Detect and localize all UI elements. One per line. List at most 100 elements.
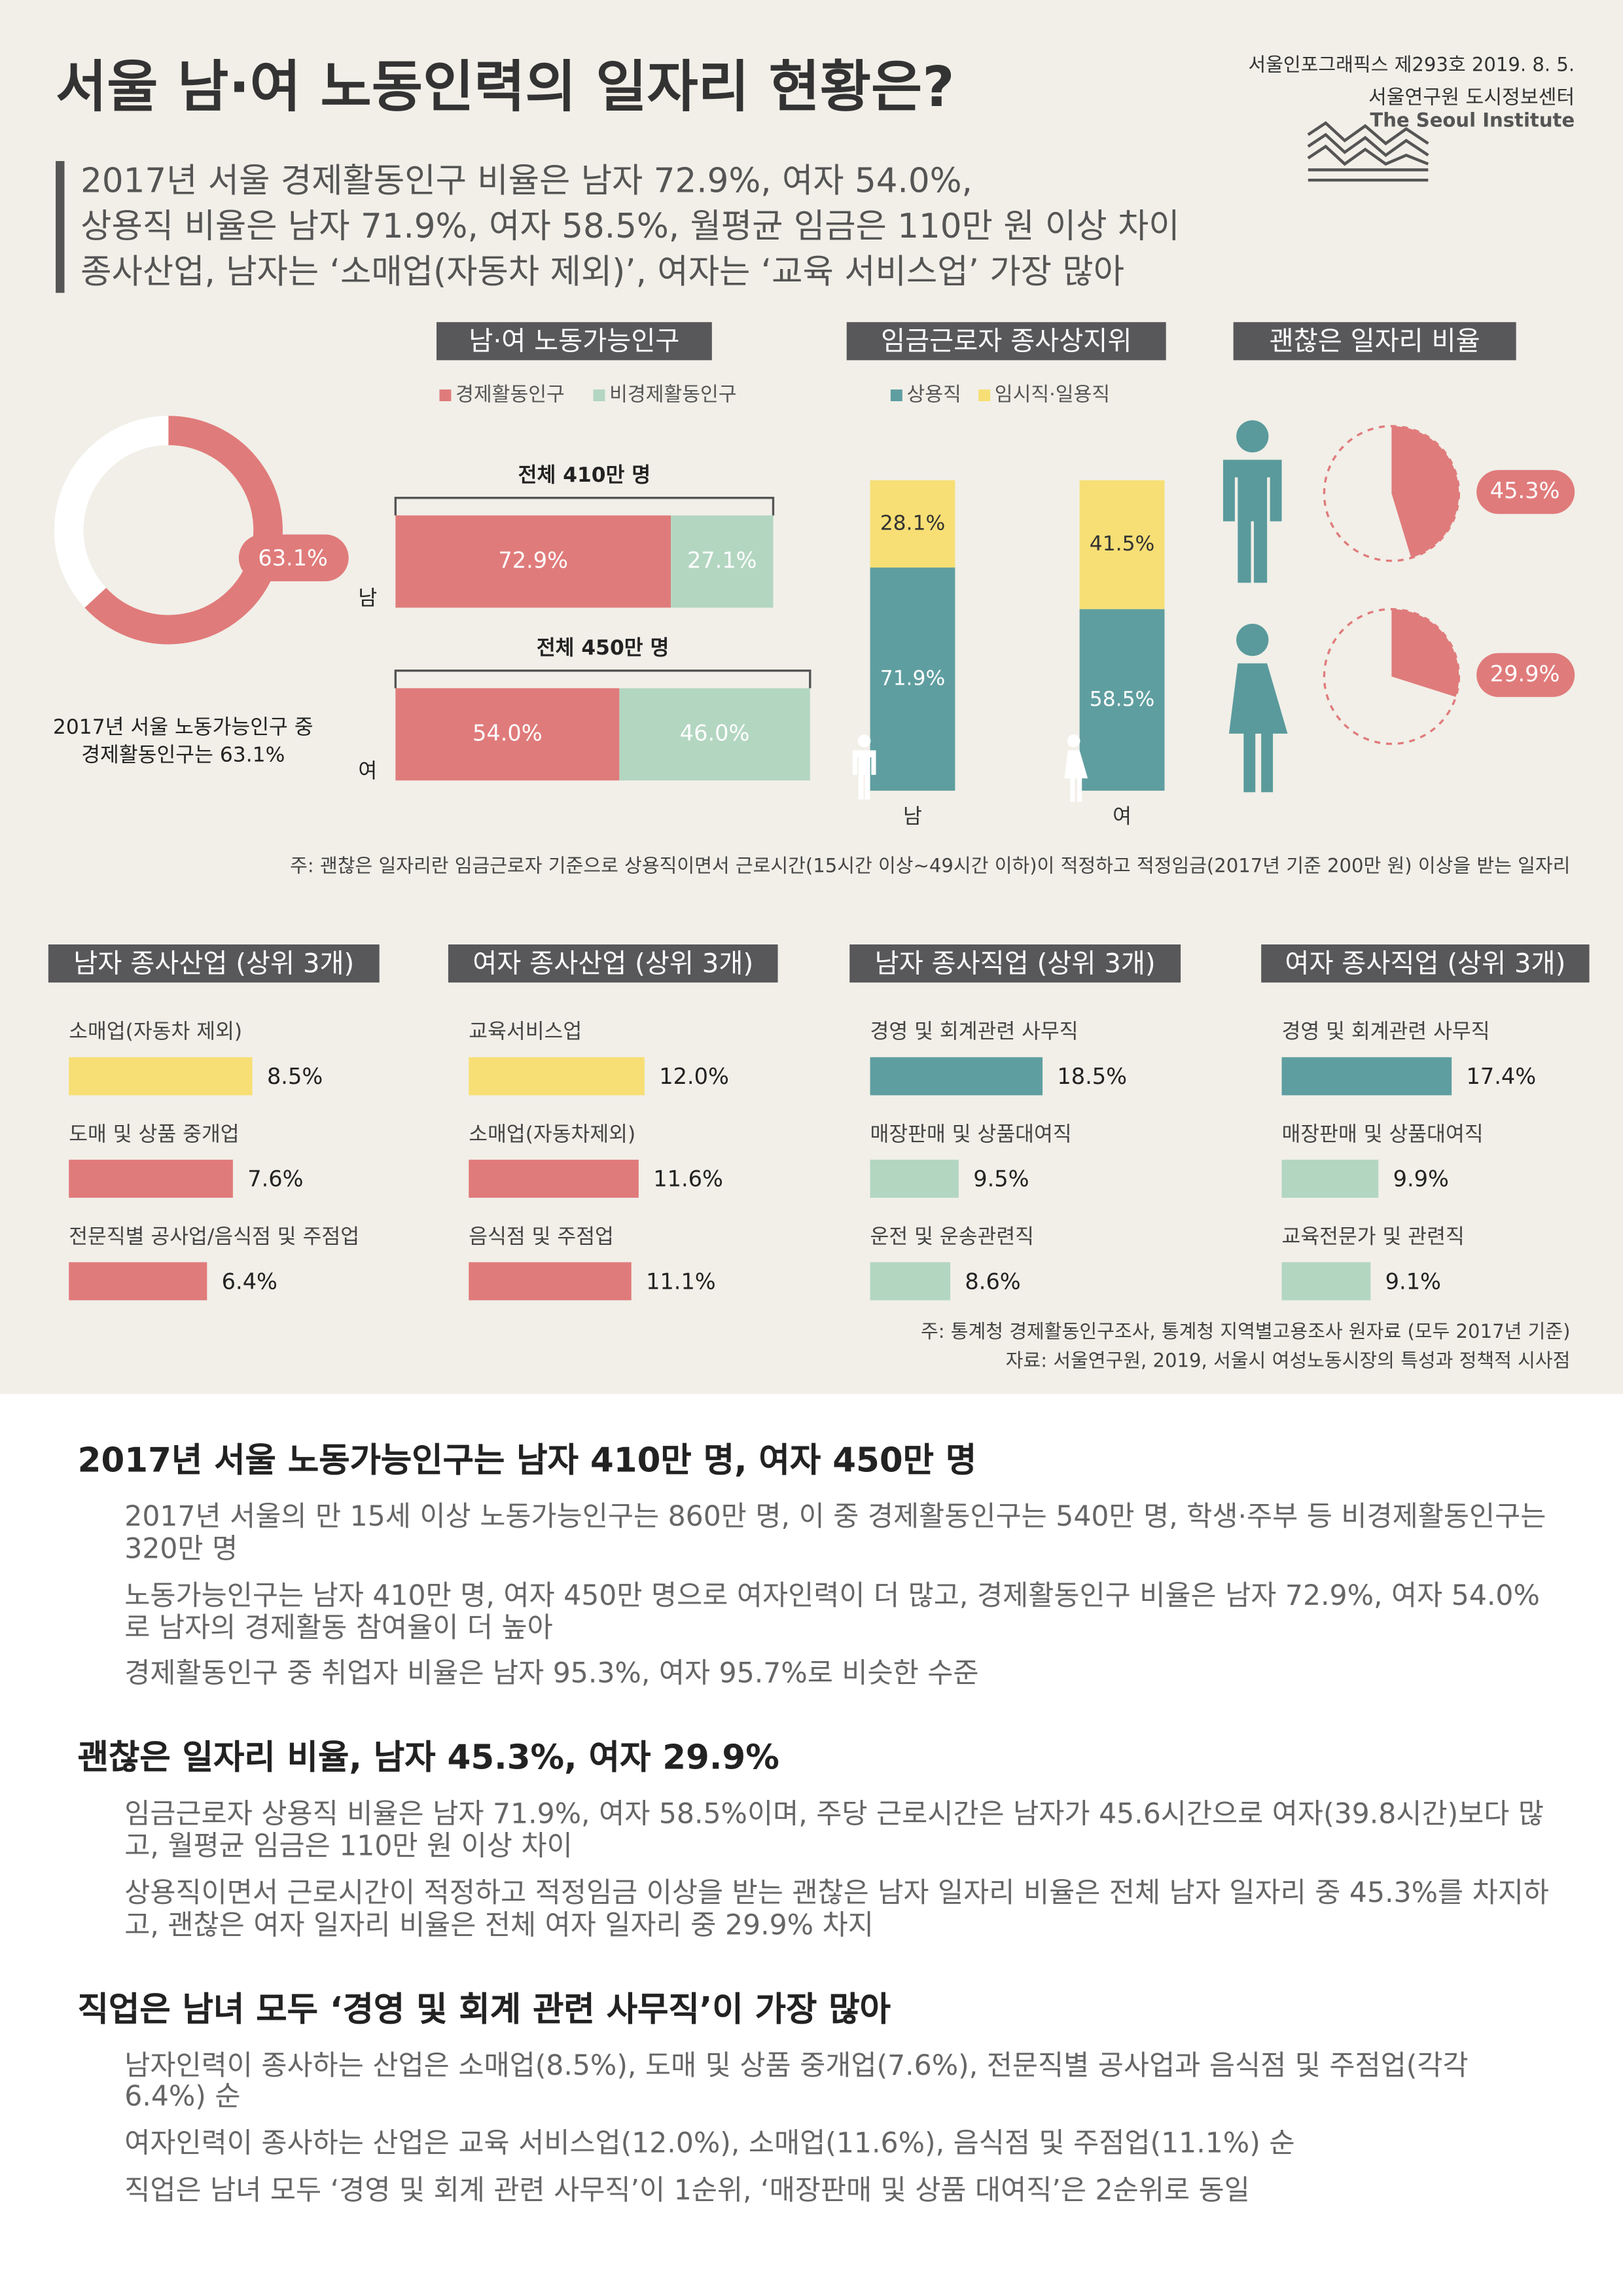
bar-value-label: 46.0% (680, 720, 750, 745)
bar-segment (619, 688, 810, 781)
section-bullet: 임금근로자 상용직 비율은 남자 71.9%, 여자 58.5%이며, 주당 근… (124, 1798, 1544, 1863)
logo (1307, 121, 1429, 182)
summary-line: 상용직 비율은 남자 71.9%, 여자 58.5%, 월평균 임금은 110만… (80, 207, 1180, 246)
woman-icon (1067, 734, 1080, 747)
bar-category-label: 음식점 및 주점업 (469, 1225, 614, 1248)
note: 주: 괜찮은 일자리란 임금근로자 기준으로 상용직이면서 근로시간(15시간 … (290, 854, 1570, 876)
bar-value-label: 71.9% (880, 667, 946, 691)
section-title: 괜찮은 일자리 비율 (1270, 327, 1480, 357)
category-label: 남 (358, 586, 377, 610)
legend-label: 상용직 (907, 384, 961, 406)
bar-value-label: 17.4% (1467, 1064, 1537, 1089)
donut-caption: 2017년 서울 노동가능인구 중 (53, 715, 313, 739)
section-title-box (1233, 322, 1516, 361)
bar (69, 1159, 233, 1198)
bar-category-label: 소매업(자동차 제외) (69, 1020, 242, 1043)
sections: 2017년 서울 노동가능인구는 남자 410만 명, 여자 450만 명 201… (78, 1432, 1558, 2246)
bar-value-label: 27.1% (687, 547, 757, 573)
bar-value-label: 9.9% (1393, 1166, 1449, 1192)
bar-value-label: 12.0% (659, 1064, 729, 1089)
section-title-box (448, 944, 778, 983)
category-label: 남 (903, 804, 922, 828)
bar-value-label: 72.9% (498, 547, 568, 573)
pie-label-pill (1476, 470, 1575, 514)
section-title-box (1261, 944, 1590, 983)
section: 2017년 서울 노동가능인구는 남자 410만 명, 여자 450만 명 201… (78, 1432, 1558, 1691)
man-icon (857, 734, 871, 747)
bar-segment (870, 567, 955, 791)
bar-category-label: 경영 및 회계관련 사무직 (1282, 1020, 1490, 1043)
bar (1281, 1159, 1379, 1198)
bar-category-label: 소매업(자동차제외) (469, 1122, 635, 1146)
bar (469, 1262, 632, 1300)
total-bracket (394, 669, 812, 689)
bar-value-label: 54.0% (473, 720, 543, 745)
bar-category-label: 경영 및 회계관련 사무직 (870, 1020, 1079, 1043)
bar-value-label: 8.5% (267, 1064, 323, 1089)
bar-category-label: 교육전문가 및 관련직 (1282, 1225, 1465, 1248)
source: 자료: 서울연구원, 2019, 서울시 여성노동시장의 특성과 정책적 시사점 (1006, 1350, 1571, 1372)
bar-value-label: 7.6% (247, 1166, 303, 1192)
summary-bar (56, 161, 65, 293)
pie-wedge (1391, 609, 1459, 697)
section: 괜찮은 일자리 비율, 남자 45.3%, 여자 29.9% 임금근로자 상용직 … (78, 1730, 1558, 1943)
legend-swatch (439, 389, 452, 401)
donut-label: 63.1% (258, 545, 328, 571)
bar-category-label: 전문직별 공사업/음식점 및 주점업 (69, 1225, 359, 1248)
bar-segment (671, 515, 774, 608)
section-title-box (437, 322, 712, 361)
bar-value-label: 11.6% (653, 1166, 723, 1192)
bar-value-label: 6.4% (222, 1268, 277, 1294)
legend-swatch (890, 389, 902, 401)
bar (870, 1262, 951, 1300)
org-en: The Seoul Institute (1370, 109, 1575, 132)
summary-line: 2017년 서울 경제활동인구 비율은 남자 72.9%, 여자 54.0%, (80, 162, 972, 201)
bar (1281, 1057, 1452, 1096)
donut-label-pill (238, 534, 349, 582)
total-label: 전체 450만 명 (537, 636, 669, 660)
bar-category-label: 교육서비스업 (469, 1020, 582, 1043)
summary-line: 종사산업, 남자는 ‘소매업(자동차 제외)’, 여자는 ‘교육 서비스업’ 가… (80, 252, 1124, 291)
bar-category-label: 매장판매 및 상품대여직 (870, 1122, 1072, 1146)
section-title: 임금근로자 종사상지위 (881, 327, 1132, 357)
bar-value-label: 11.1% (646, 1268, 716, 1294)
woman-icon (1064, 750, 1088, 802)
total-bracket (394, 496, 775, 516)
legend-label: 비경제활동인구 (609, 384, 736, 406)
section-bullet: 노동가능인구는 남자 410만 명, 여자 450만 명으로 여자인력이 더 많… (124, 1579, 1540, 1644)
bar (870, 1159, 959, 1198)
bar-value-label: 9.5% (973, 1166, 1029, 1192)
category-label: 여 (1113, 804, 1132, 828)
legend-swatch (978, 389, 991, 401)
section-title: 남자 종사직업 (상위 3개) (875, 948, 1156, 978)
bar (870, 1057, 1043, 1096)
bar-segment (1079, 609, 1165, 791)
bar (69, 1057, 253, 1096)
bar (469, 1159, 639, 1198)
pie-wedge (1391, 426, 1459, 558)
section-bullet: 상용직이면서 근로시간이 적정하고 적정임금 이상을 받는 괜찮은 남자 일자리… (124, 1876, 1550, 1941)
bar-segment (395, 688, 620, 781)
section-title-box (846, 322, 1166, 361)
woman-icon (1228, 663, 1288, 793)
section-bullet: 남자인력이 종사하는 산업은 소매업(8.5%), 도매 및 상품 중개업(7.… (124, 2049, 1469, 2114)
category-label: 여 (358, 759, 377, 783)
pie-label-pill (1476, 653, 1575, 697)
pie-label: 45.3% (1490, 478, 1560, 503)
section-heading: 직업은 남녀 모두 ‘경영 및 회계 관련 사무직’이 가장 많아 (77, 1990, 891, 2029)
section-bullet: 2017년 서울의 만 15세 이상 노동가능인구는 860만 명, 이 중 경… (124, 1501, 1546, 1566)
bar-segment (1079, 480, 1165, 609)
section-bullet: 직업은 남녀 모두 ‘경영 및 회계 관련 사무직’이 1순위, ‘매장판매 및… (124, 2174, 1250, 2207)
legend-swatch (593, 389, 605, 401)
bar-category-label: 운전 및 운송관련직 (870, 1225, 1034, 1248)
section-heading: 2017년 서울 노동가능인구는 남자 410만 명, 여자 450만 명 (77, 1442, 977, 1480)
woman-icon (1236, 624, 1269, 656)
bar-value-label: 28.1% (880, 511, 946, 535)
pie-label: 29.9% (1490, 661, 1560, 687)
donut-caption: 경제활동인구는 63.1% (81, 743, 285, 766)
legend-label: 임시직·일용직 (995, 384, 1110, 406)
issue: 서울인포그래픽스 제293호 2019. 8. 5. (1248, 54, 1575, 76)
